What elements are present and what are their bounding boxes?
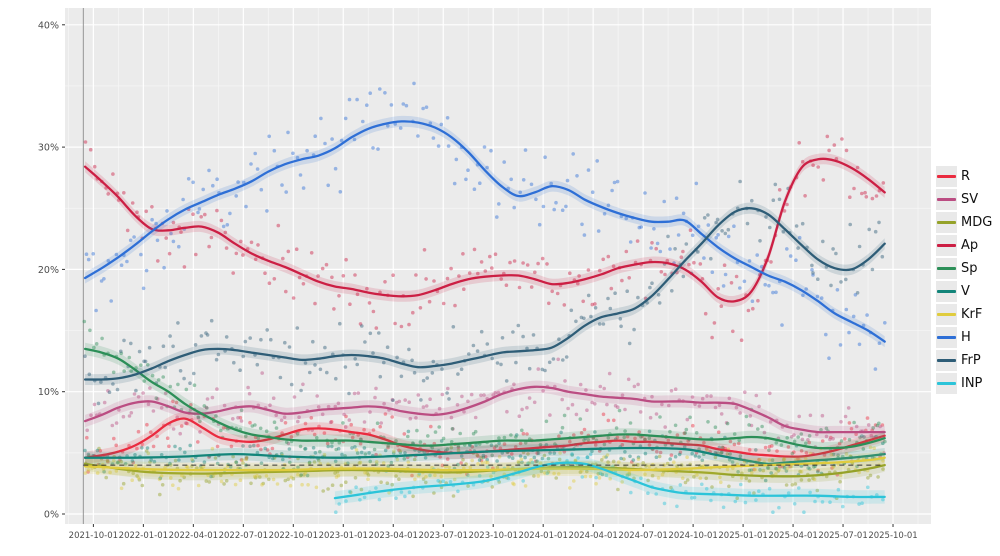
x-tick-label: 2024-01-01 <box>518 531 567 541</box>
legend-key-swatch <box>936 235 957 256</box>
legend-key-swatch <box>936 304 957 325</box>
trend-lines <box>83 115 886 505</box>
legend-item-V: V <box>936 281 992 302</box>
legend-label: V <box>961 284 970 299</box>
gridlines <box>65 8 931 524</box>
legend-key-swatch <box>936 327 957 348</box>
ci-ribbon-Sp <box>85 342 885 455</box>
ci-ribbon-SV <box>85 380 885 439</box>
legend-swatch-line-icon <box>937 359 956 362</box>
legend-swatch-line-icon <box>937 175 956 178</box>
legend-item-INP: INP <box>936 373 992 394</box>
ci-ribbon-FrP <box>85 202 885 386</box>
legend-label: INP <box>961 376 983 391</box>
trend-line-INP <box>333 461 886 500</box>
legend-label: FrP <box>961 353 981 368</box>
legend-label: KrF <box>961 307 983 322</box>
legend-key-swatch <box>936 166 957 187</box>
scatter-series-FrP <box>83 179 885 406</box>
legend-key-swatch <box>936 258 957 279</box>
legend-swatch-line-icon <box>937 244 956 247</box>
legend-item-MDG: MDG <box>936 212 992 233</box>
y-tick-label: 30% <box>38 143 59 154</box>
trend-line-V <box>83 446 886 466</box>
trend-line-FrP <box>83 207 886 381</box>
legend-key-swatch <box>936 350 957 371</box>
y-tick-label: 0% <box>44 510 59 521</box>
x-tick-label: 2025-07-01 <box>818 531 867 541</box>
legend-item-R: R <box>936 166 992 187</box>
x-tick-label: 2024-07-01 <box>618 531 667 541</box>
legend-item-H: H <box>936 327 992 348</box>
legend-swatch-line-icon <box>937 198 956 201</box>
x-tick-label: 2022-07-01 <box>219 531 268 541</box>
legend-key-swatch <box>936 281 957 302</box>
y-tick-label: 20% <box>38 265 59 276</box>
x-tick-label: 2023-10-01 <box>468 531 517 541</box>
legend-key-swatch <box>936 189 957 210</box>
scatter-series-R <box>85 399 885 478</box>
x-tick-label: 2023-01-01 <box>319 531 368 541</box>
scatter-series-H <box>84 81 887 371</box>
legend-key-swatch <box>936 373 957 394</box>
trend-line-Sp <box>83 347 886 450</box>
x-tick-label: 2021-10-01 <box>69 531 118 541</box>
legend-key-swatch <box>936 212 957 233</box>
x-tick-label: 2022-01-01 <box>119 531 168 541</box>
x-tick-label: 2024-04-01 <box>568 531 617 541</box>
legend-item-SV: SV <box>936 189 992 210</box>
x-tick-label: 2022-10-01 <box>269 531 318 541</box>
legend-label: H <box>961 330 971 345</box>
plot-area <box>65 8 931 524</box>
legend-swatch-line-icon <box>937 221 956 224</box>
legend-label: SV <box>961 192 979 207</box>
x-tick-label: 2023-07-01 <box>419 531 468 541</box>
legend-item-KrF: KrF <box>936 304 992 325</box>
legend-item-Ap: Ap <box>936 235 992 256</box>
x-tick-label: 2025-01-01 <box>718 531 767 541</box>
y-tick-label: 40% <box>38 20 59 31</box>
ci-ribbon-INP <box>334 455 885 505</box>
legend-swatch-line-icon <box>937 336 956 339</box>
x-tick-label: 2023-04-01 <box>369 531 418 541</box>
legend-item-Sp: Sp <box>936 258 992 279</box>
legend-label: Ap <box>961 238 979 253</box>
axes: 0%10%20%30%40%2021-10-01 2022-01-01 2022-0… <box>38 20 918 541</box>
ci-ribbon-R <box>85 412 885 464</box>
trend-line-H <box>83 120 886 343</box>
plot-panel <box>65 8 931 524</box>
trend-line-Ap <box>83 157 886 303</box>
legend-swatch-line-icon <box>937 267 956 270</box>
trend-line-KrF <box>83 456 886 472</box>
legend-item-FrP: FrP <box>936 350 992 371</box>
scatter-series-SV <box>85 357 886 464</box>
y-tick-label: 10% <box>38 387 59 398</box>
legend-swatch-line-icon <box>937 382 956 385</box>
legend: R SV MDG Ap Sp V KrF H FrP INP <box>936 166 992 396</box>
trend-line-SV <box>83 385 886 434</box>
legend-label: Sp <box>961 261 978 276</box>
x-tick-label: 2022-04-01 <box>169 531 218 541</box>
legend-label: MDG <box>961 215 993 230</box>
x-tick-label: 2024-10-01 <box>668 531 717 541</box>
x-tick-label: 2025-10-01 <box>868 531 917 541</box>
x-tick-label: 2025-04-01 <box>768 531 817 541</box>
legend-swatch-line-icon <box>937 313 956 316</box>
scatter-series-Sp <box>82 319 887 473</box>
legend-swatch-line-icon <box>937 290 956 293</box>
legend-label: R <box>961 169 971 184</box>
